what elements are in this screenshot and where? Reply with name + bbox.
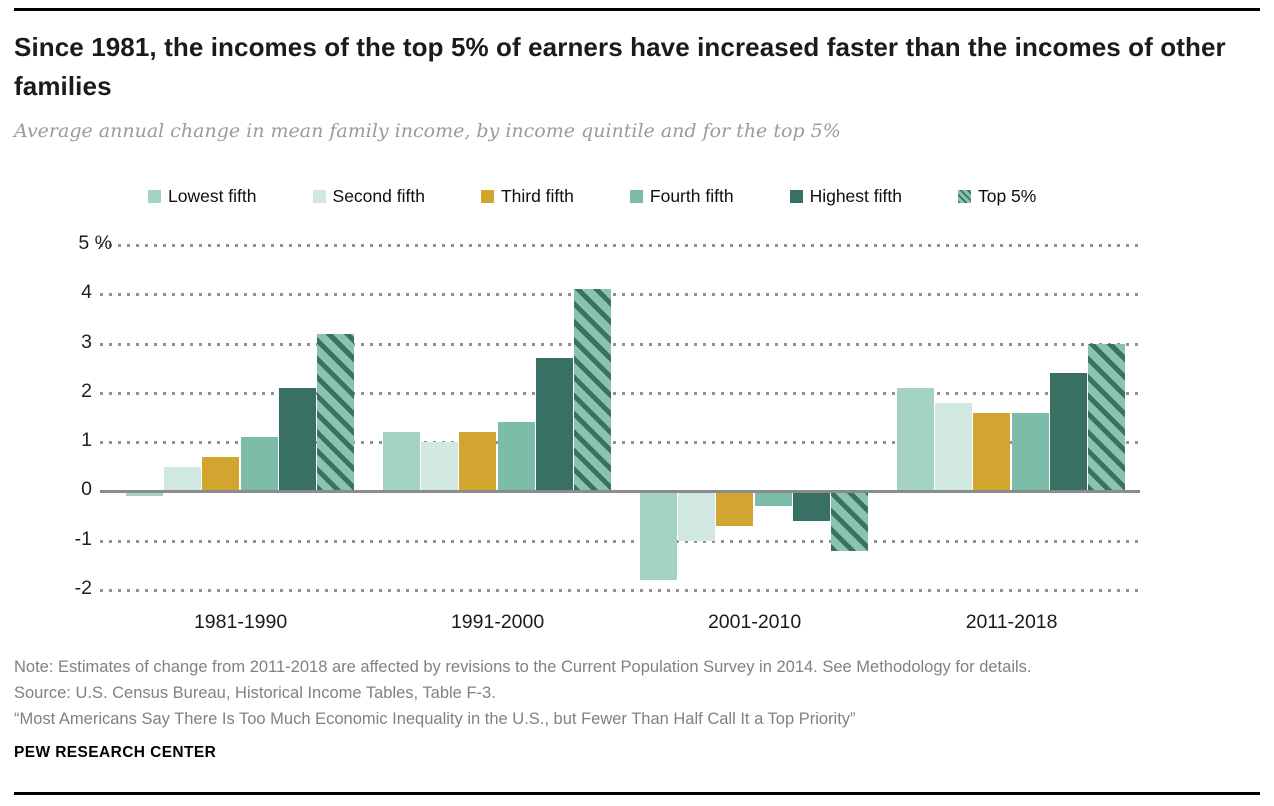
- bar-1981-1990-second-fifth: [164, 466, 202, 492]
- legend-label-lowest-fifth: Lowest fifth: [168, 186, 257, 206]
- chart-title: Since 1981, the incomes of the top 5% of…: [14, 32, 1226, 101]
- bar-1981-1990-top-5: [317, 333, 354, 492]
- chart-legend: Lowest fifth Second fifth Third fifth Fourt…: [148, 186, 1036, 207]
- bottom-divider: [14, 792, 1260, 795]
- legend-swatch-highest-fifth-icon: [789, 190, 803, 203]
- bar-2001-2010-third-fifth: [716, 491, 754, 526]
- bar-1991-2000-highest-fifth: [535, 358, 573, 492]
- y-tick-label-2: 2: [81, 379, 92, 402]
- legend-item-highest-fifth: Highest fifth: [789, 186, 902, 207]
- legend-label-top-5: Top 5%: [977, 186, 1037, 206]
- bar-2011-2018-third-fifth: [973, 412, 1011, 492]
- bar-2011-2018-fourth-fifth: [1011, 412, 1049, 492]
- bar-2011-2018-top-5: [1088, 343, 1125, 492]
- report-title-line: “Most Americans Say There Is Too Much Ec…: [14, 710, 856, 728]
- bar-1991-2000-top-5: [574, 289, 611, 492]
- legend-swatch-top-5-icon: [957, 190, 971, 203]
- y-tick-label-5: 5 %: [78, 232, 112, 254]
- zero-axis-line: [100, 490, 1140, 494]
- bar-1991-2000-fourth-fifth: [497, 422, 535, 492]
- footnotes: Note: Estimates of change from 2011-2018…: [14, 654, 1260, 732]
- gridline-3: [100, 342, 1140, 346]
- bar-1991-2000-second-fifth: [421, 442, 459, 492]
- y-tick-label--2: -2: [74, 577, 92, 599]
- y-tick-label-0: 0: [81, 478, 92, 501]
- gridline-5: [100, 244, 1140, 247]
- legend-swatch-second-fifth-icon: [312, 190, 326, 203]
- legend-item-top-5: Top 5%: [957, 186, 1037, 207]
- legend-item-fourth-fifth: Fourth fifth: [629, 186, 734, 207]
- bar-2011-2018-lowest-fifth: [897, 387, 934, 492]
- bar-1991-2000-third-fifth: [459, 432, 497, 492]
- x-label-2001-2010: 2001-2010: [707, 611, 802, 633]
- x-label-1991-2000: 1991-2000: [450, 611, 545, 633]
- bar-2001-2010-second-fifth: [678, 491, 716, 541]
- gridline-4: [100, 293, 1140, 297]
- bar-1991-2000-lowest-fifth: [383, 432, 420, 492]
- y-tick-label-1: 1: [81, 429, 92, 452]
- legend-swatch-lowest-fifth-icon: [148, 190, 161, 203]
- bar-2001-2010-fourth-fifth: [754, 491, 792, 507]
- gridline-2: [100, 391, 1140, 395]
- bar-1981-1990-third-fifth: [202, 456, 240, 492]
- legend-swatch-fourth-fifth-icon: [629, 190, 643, 203]
- y-tick-label--1: -1: [74, 527, 92, 550]
- gridline--2: [100, 589, 1140, 592]
- x-label-2011-2018: 2011-2018: [965, 611, 1058, 633]
- legend-item-third-fifth: Third fifth: [480, 186, 574, 207]
- legend-swatch-third-fifth-icon: [480, 190, 494, 203]
- note-line: Note: Estimates of change from 2011-2018…: [14, 658, 1032, 676]
- y-tick-label-4: 4: [81, 281, 92, 304]
- bar-1981-1990-lowest-fifth: [126, 491, 163, 497]
- legend-label-highest-fifth: Highest fifth: [809, 186, 902, 206]
- legend-label-third-fifth: Third fifth: [500, 186, 574, 206]
- bar-2011-2018-second-fifth: [935, 402, 973, 492]
- chart-subtitle: Average annual change in mean family inc…: [14, 120, 841, 142]
- legend-label-fourth-fifth: Fourth fifth: [649, 186, 734, 206]
- brand-label: PEW RESEARCH CENTER: [14, 744, 217, 761]
- x-label-1981-1990: 1981-1990: [193, 611, 288, 633]
- source-line: Source: U.S. Census Bureau, Historical I…: [14, 684, 496, 702]
- plot-area: [100, 244, 1140, 592]
- bar-1981-1990-highest-fifth: [278, 387, 316, 492]
- legend-item-lowest-fifth: Lowest fifth: [148, 186, 257, 207]
- bar-2001-2010-top-5: [831, 491, 868, 551]
- gridline-1: [100, 441, 1140, 445]
- top-divider: [14, 8, 1260, 11]
- y-tick-label-3: 3: [81, 330, 92, 353]
- gridline--1: [100, 539, 1140, 543]
- bar-2001-2010-lowest-fifth: [640, 491, 677, 581]
- bar-2011-2018-highest-fifth: [1049, 373, 1087, 492]
- bar-2001-2010-highest-fifth: [792, 491, 830, 521]
- legend-item-second-fifth: Second fifth: [312, 186, 425, 207]
- legend-label-second-fifth: Second fifth: [332, 186, 425, 206]
- bar-1981-1990-fourth-fifth: [240, 437, 278, 492]
